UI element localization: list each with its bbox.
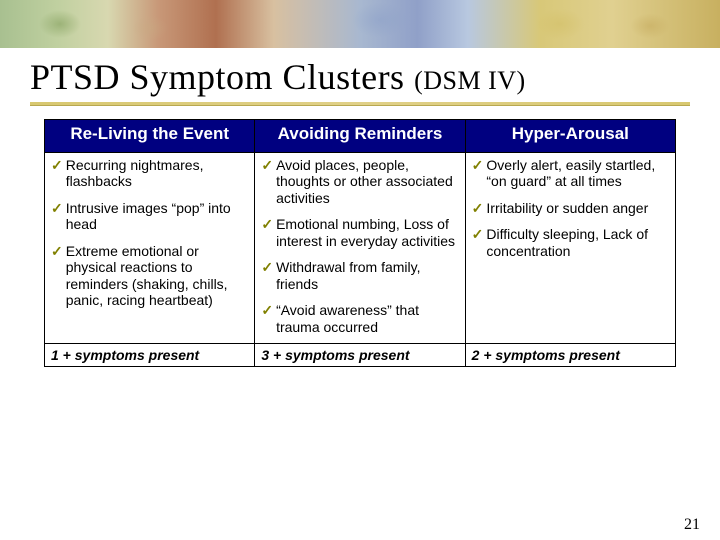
table-container: Re-Living the Event Avoiding Reminders H… xyxy=(0,105,720,367)
symptom-text: Withdrawal from family, friends xyxy=(276,259,459,292)
check-icon: ✓ xyxy=(261,216,273,233)
check-icon: ✓ xyxy=(472,200,484,217)
header-row: Re-Living the Event Avoiding Reminders H… xyxy=(45,120,676,153)
symptom-table: Re-Living the Event Avoiding Reminders H… xyxy=(44,119,676,367)
symptom-text: “Avoid awareness” that trauma occurred xyxy=(276,302,459,335)
symptom-text: Irritability or sudden anger xyxy=(486,200,669,217)
header-hyperarousal: Hyper-Arousal xyxy=(465,120,675,153)
symptom-item: ✓Extreme emotional or physical reactions… xyxy=(51,243,248,309)
check-icon: ✓ xyxy=(51,157,63,174)
check-icon: ✓ xyxy=(261,302,273,319)
page-number: 21 xyxy=(684,516,700,534)
footer-avoiding: 3 + symptoms present xyxy=(255,344,465,367)
symptom-item: ✓Intrusive images “pop” into head xyxy=(51,200,248,233)
symptom-item: ✓Emotional numbing, Loss of interest in … xyxy=(261,216,458,249)
symptom-text: Extreme emotional or physical reactions … xyxy=(66,243,249,309)
check-icon: ✓ xyxy=(51,200,63,217)
col-hyperarousal-items: ✓Overly alert, easily startled, “on guar… xyxy=(465,152,675,344)
symptom-item: ✓Overly alert, easily startled, “on guar… xyxy=(472,157,669,190)
slide-title: PTSD Symptom Clusters (DSM IV) xyxy=(0,48,720,102)
symptom-item: ✓Withdrawal from family, friends xyxy=(261,259,458,292)
symptom-item: ✓Irritability or sudden anger xyxy=(472,200,669,217)
symptom-item: ✓“Avoid awareness” that trauma occurred xyxy=(261,302,458,335)
check-icon: ✓ xyxy=(261,157,273,174)
check-icon: ✓ xyxy=(261,259,273,276)
footer-row: 1 + symptoms present 3 + symptoms presen… xyxy=(45,344,676,367)
check-icon: ✓ xyxy=(51,243,63,260)
title-sub: (DSM IV) xyxy=(414,66,526,95)
header-avoiding: Avoiding Reminders xyxy=(255,120,465,153)
check-icon: ✓ xyxy=(472,226,484,243)
symptom-text: Overly alert, easily startled, “on guard… xyxy=(486,157,669,190)
symptom-item: ✓Avoid places, people, thoughts or other… xyxy=(261,157,458,207)
symptom-text: Intrusive images “pop” into head xyxy=(66,200,249,233)
body-row: ✓Recurring nightmares, flashbacks✓Intrus… xyxy=(45,152,676,344)
col-avoiding-items: ✓Avoid places, people, thoughts or other… xyxy=(255,152,465,344)
footer-reliving: 1 + symptoms present xyxy=(45,344,255,367)
symptom-text: Recurring nightmares, flashbacks xyxy=(66,157,249,190)
header-reliving: Re-Living the Event xyxy=(45,120,255,153)
symptom-item: ✓Difficulty sleeping, Lack of concentrat… xyxy=(472,226,669,259)
col-reliving-items: ✓Recurring nightmares, flashbacks✓Intrus… xyxy=(45,152,255,344)
symptom-item: ✓Recurring nightmares, flashbacks xyxy=(51,157,248,190)
symptom-text: Avoid places, people, thoughts or other … xyxy=(276,157,459,207)
footer-hyperarousal: 2 + symptoms present xyxy=(465,344,675,367)
decorative-banner xyxy=(0,0,720,48)
symptom-text: Emotional numbing, Loss of interest in e… xyxy=(276,216,459,249)
symptom-text: Difficulty sleeping, Lack of concentrati… xyxy=(486,226,669,259)
title-main: PTSD Symptom Clusters xyxy=(30,57,414,97)
check-icon: ✓ xyxy=(472,157,484,174)
